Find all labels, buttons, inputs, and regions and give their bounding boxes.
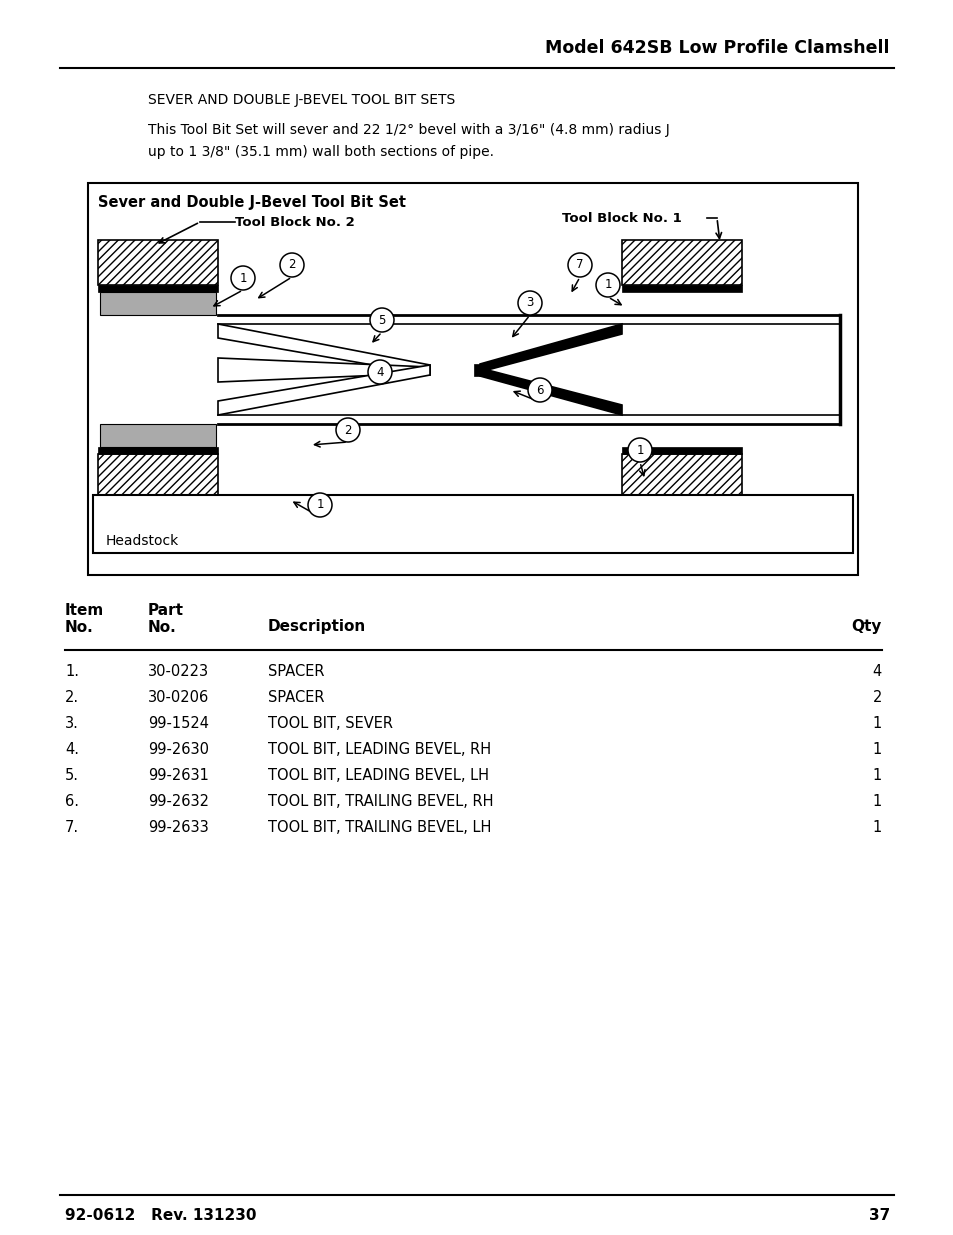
Text: 4: 4 bbox=[375, 366, 383, 378]
Circle shape bbox=[370, 308, 394, 332]
Text: 2: 2 bbox=[288, 258, 295, 272]
Text: 1: 1 bbox=[603, 279, 611, 291]
Bar bbox=[100, 291, 215, 315]
Text: 99-2633: 99-2633 bbox=[148, 820, 209, 836]
Text: 1: 1 bbox=[315, 499, 323, 511]
Text: No.: No. bbox=[65, 620, 93, 635]
Text: TOOL BIT, TRAILING BEVEL, LH: TOOL BIT, TRAILING BEVEL, LH bbox=[268, 820, 491, 836]
Text: Model 642SB Low Profile Clamshell: Model 642SB Low Profile Clamshell bbox=[545, 40, 889, 57]
Text: Tool Block No. 2: Tool Block No. 2 bbox=[234, 215, 355, 228]
Text: SEVER AND DOUBLE J-BEVEL TOOL BIT SETS: SEVER AND DOUBLE J-BEVEL TOOL BIT SETS bbox=[148, 93, 455, 107]
Text: TOOL BIT, LEADING BEVEL, LH: TOOL BIT, LEADING BEVEL, LH bbox=[268, 768, 489, 783]
Polygon shape bbox=[479, 324, 621, 372]
Text: 5.: 5. bbox=[65, 768, 79, 783]
Text: 7.: 7. bbox=[65, 820, 79, 836]
Text: SPACER: SPACER bbox=[268, 664, 324, 679]
Text: 1: 1 bbox=[872, 820, 882, 836]
Bar bbox=[98, 447, 218, 454]
Text: 2.: 2. bbox=[65, 690, 79, 705]
Polygon shape bbox=[218, 366, 430, 415]
Circle shape bbox=[596, 273, 619, 296]
Circle shape bbox=[231, 266, 254, 290]
Text: Part: Part bbox=[148, 603, 184, 618]
Text: 1: 1 bbox=[872, 742, 882, 757]
Text: TOOL BIT, LEADING BEVEL, RH: TOOL BIT, LEADING BEVEL, RH bbox=[268, 742, 491, 757]
Bar bbox=[621, 454, 741, 495]
Text: 99-2632: 99-2632 bbox=[148, 794, 209, 809]
Text: No.: No. bbox=[148, 620, 176, 635]
Polygon shape bbox=[479, 368, 621, 415]
Bar bbox=[474, 364, 485, 375]
Circle shape bbox=[280, 253, 304, 277]
Bar bbox=[88, 183, 857, 576]
Bar bbox=[218, 324, 840, 415]
Bar bbox=[92, 495, 852, 553]
Text: up to 1 3/8" (35.1 mm) wall both sections of pipe.: up to 1 3/8" (35.1 mm) wall both section… bbox=[148, 144, 494, 159]
Text: Qty: Qty bbox=[851, 619, 882, 634]
Text: 6: 6 bbox=[536, 384, 543, 396]
Bar bbox=[621, 240, 741, 285]
Text: 6.: 6. bbox=[65, 794, 79, 809]
Bar bbox=[98, 454, 218, 495]
Text: 37: 37 bbox=[868, 1208, 889, 1223]
Bar bbox=[98, 285, 218, 291]
Text: Item: Item bbox=[65, 603, 104, 618]
Circle shape bbox=[567, 253, 592, 277]
Text: 92-0612   Rev. 131230: 92-0612 Rev. 131230 bbox=[65, 1208, 256, 1223]
Text: Sever and Double J-Bevel Tool Bit Set: Sever and Double J-Bevel Tool Bit Set bbox=[98, 195, 406, 210]
Circle shape bbox=[308, 493, 332, 517]
Text: 1: 1 bbox=[636, 443, 643, 457]
Text: 30-0206: 30-0206 bbox=[148, 690, 209, 705]
Text: SPACER: SPACER bbox=[268, 690, 324, 705]
Text: 1: 1 bbox=[239, 272, 247, 284]
Text: 3: 3 bbox=[526, 296, 533, 310]
Text: 2: 2 bbox=[344, 424, 352, 436]
Text: 7: 7 bbox=[576, 258, 583, 272]
Text: TOOL BIT, SEVER: TOOL BIT, SEVER bbox=[268, 716, 393, 731]
Circle shape bbox=[627, 438, 651, 462]
Text: Headstock: Headstock bbox=[106, 534, 179, 548]
Bar bbox=[98, 240, 218, 285]
Bar bbox=[621, 447, 741, 454]
Polygon shape bbox=[218, 324, 430, 375]
Text: 1: 1 bbox=[872, 768, 882, 783]
Text: 99-2630: 99-2630 bbox=[148, 742, 209, 757]
Polygon shape bbox=[218, 358, 430, 382]
Text: TOOL BIT, TRAILING BEVEL, RH: TOOL BIT, TRAILING BEVEL, RH bbox=[268, 794, 493, 809]
Text: This Tool Bit Set will sever and 22 1/2° bevel with a 3/16" (4.8 mm) radius J: This Tool Bit Set will sever and 22 1/2°… bbox=[148, 124, 669, 137]
Text: 4.: 4. bbox=[65, 742, 79, 757]
Circle shape bbox=[527, 378, 552, 403]
Text: 4: 4 bbox=[872, 664, 882, 679]
Text: 99-1524: 99-1524 bbox=[148, 716, 209, 731]
Text: 99-2631: 99-2631 bbox=[148, 768, 209, 783]
Bar bbox=[621, 285, 741, 291]
Text: 1: 1 bbox=[872, 716, 882, 731]
Text: Tool Block No. 1: Tool Block No. 1 bbox=[561, 211, 681, 225]
Text: 1: 1 bbox=[872, 794, 882, 809]
Text: 5: 5 bbox=[378, 314, 385, 326]
Text: 2: 2 bbox=[872, 690, 882, 705]
Text: 1.: 1. bbox=[65, 664, 79, 679]
Text: Description: Description bbox=[268, 619, 366, 634]
Text: 30-0223: 30-0223 bbox=[148, 664, 209, 679]
Circle shape bbox=[368, 359, 392, 384]
Circle shape bbox=[335, 417, 359, 442]
Text: 3.: 3. bbox=[65, 716, 79, 731]
Bar bbox=[100, 424, 215, 447]
Circle shape bbox=[517, 291, 541, 315]
